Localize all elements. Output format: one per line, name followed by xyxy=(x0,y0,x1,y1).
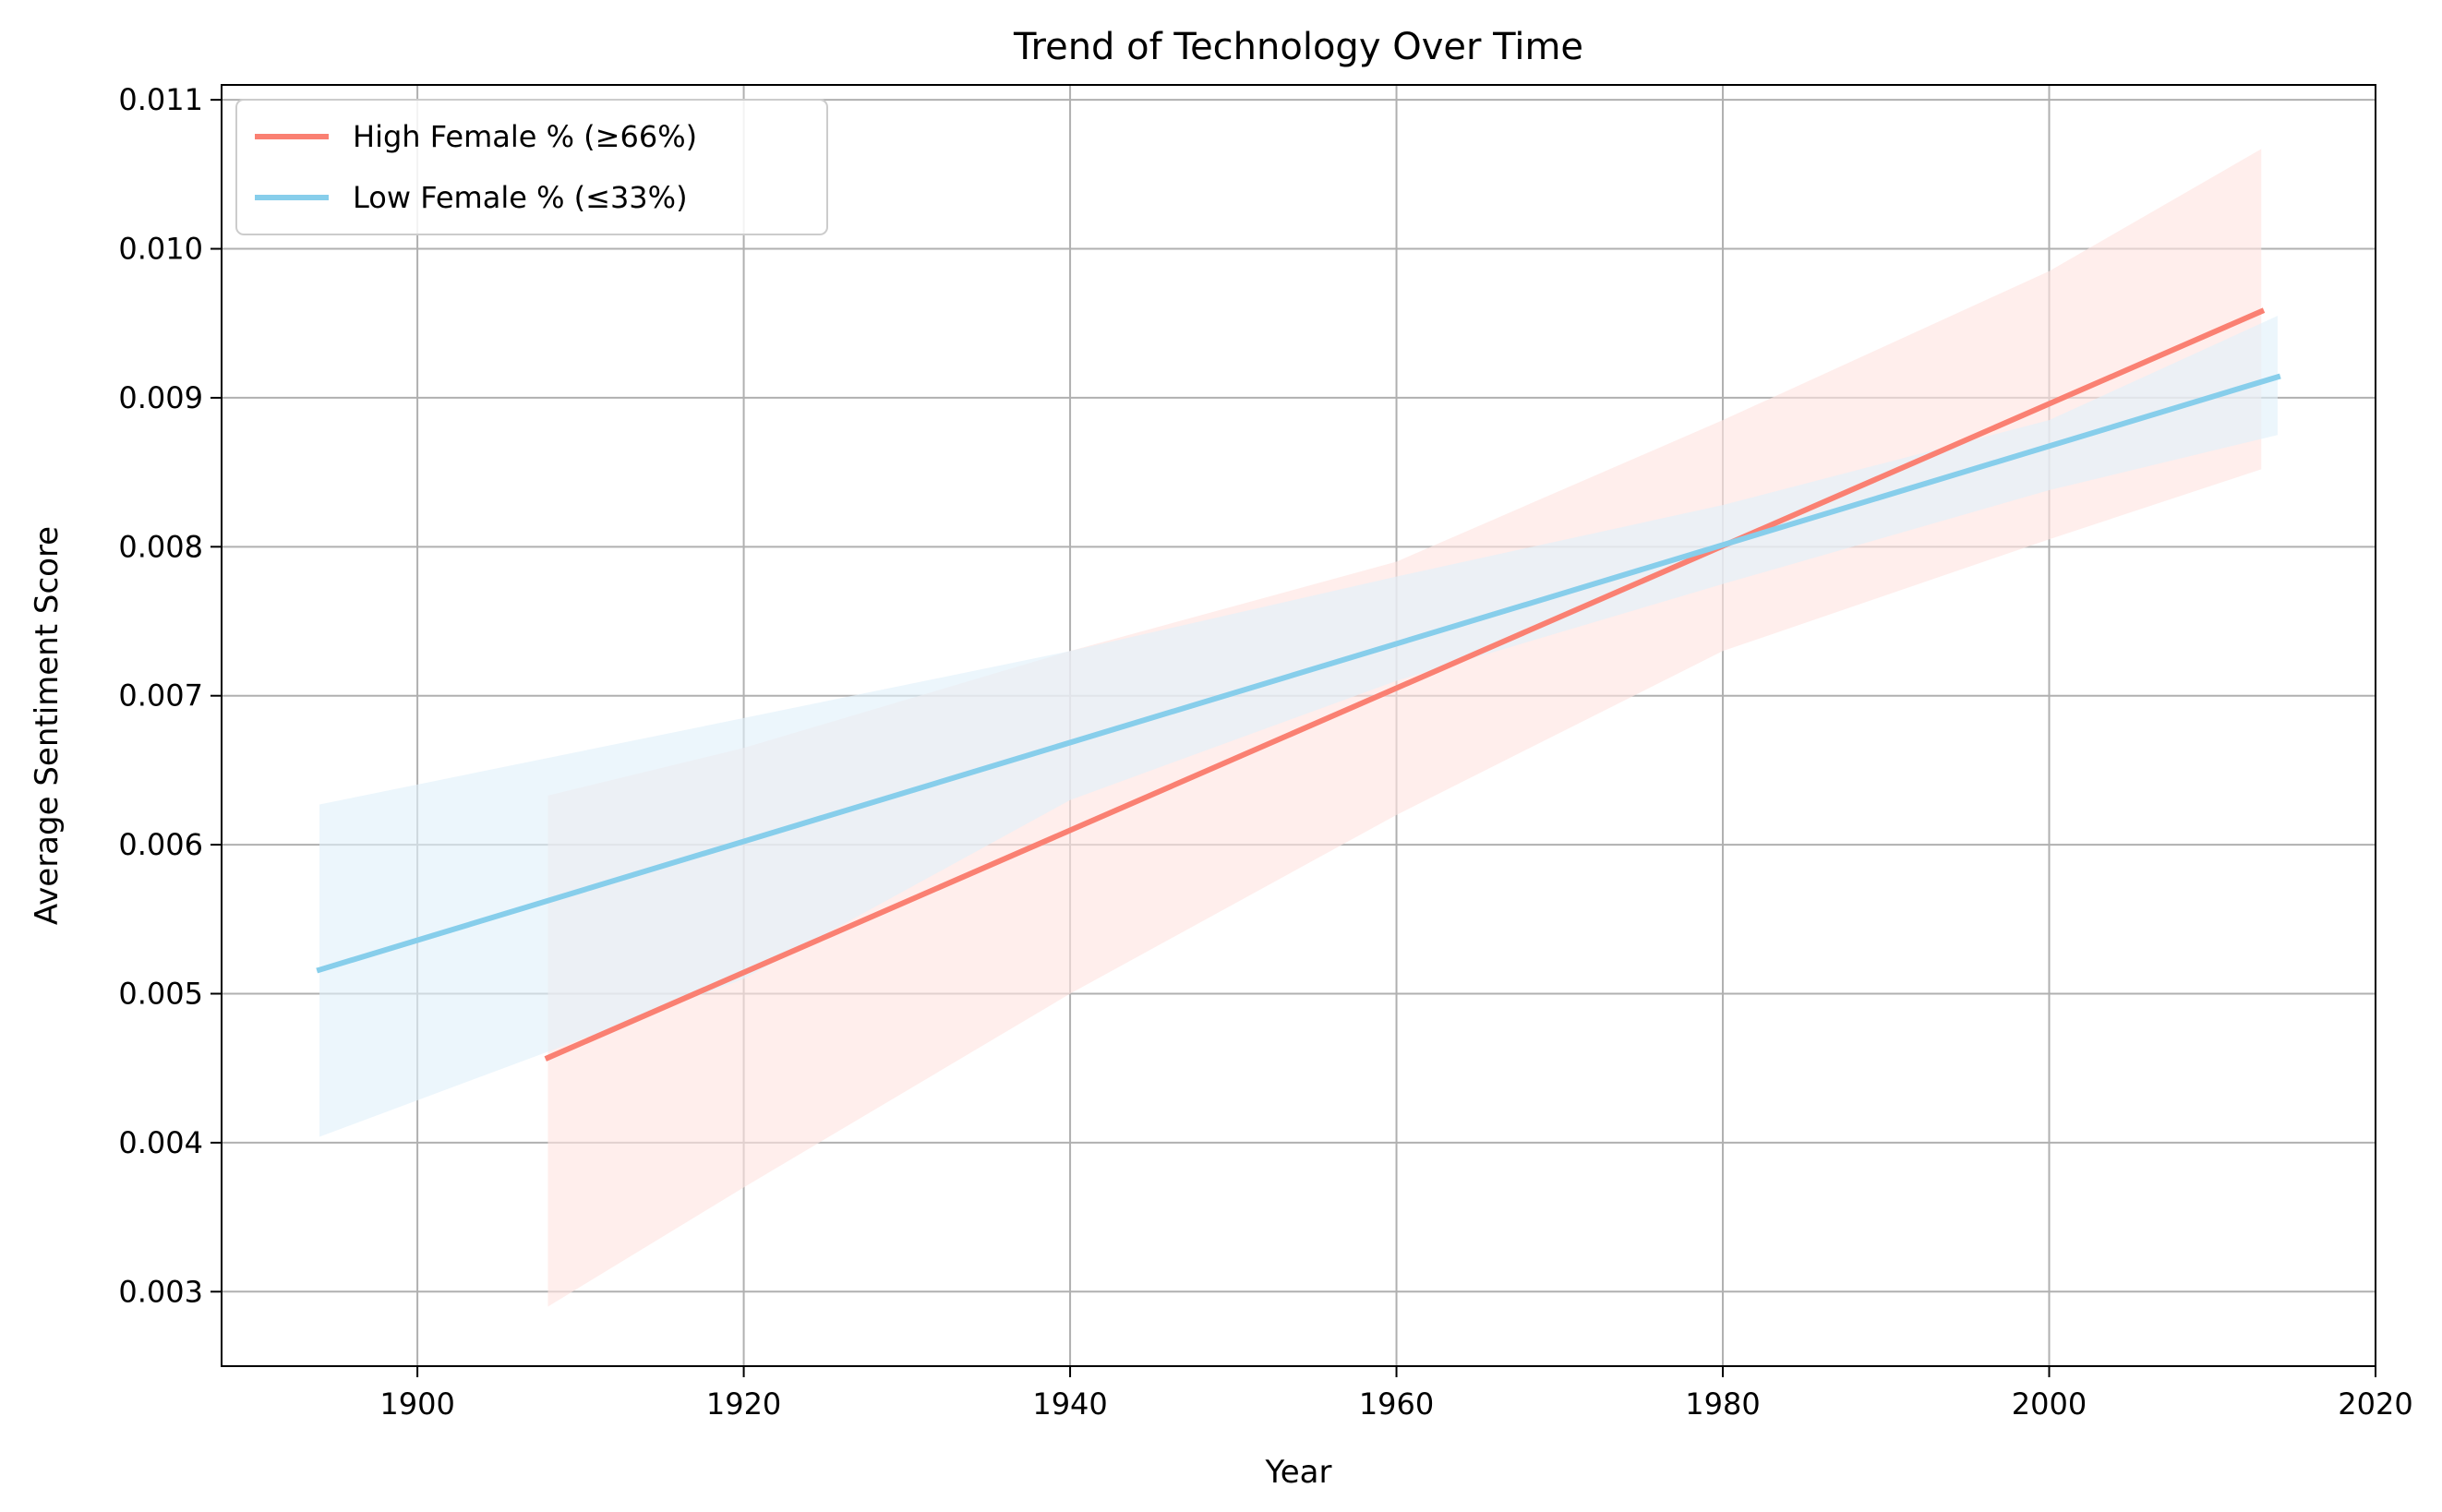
y-tick-label-5: 0.008 xyxy=(118,529,203,564)
y-tick-label-2: 0.005 xyxy=(118,977,203,1012)
y-tick-label-6: 0.009 xyxy=(118,380,203,415)
x-axis-ticks: 1900 1920 1940 1960 1980 2000 2020 xyxy=(379,1366,2413,1422)
y-tick-label-7: 0.010 xyxy=(118,232,203,267)
plot-frame xyxy=(221,84,2376,1367)
x-tick-label-6: 2020 xyxy=(2338,1386,2412,1422)
x-axis-label: Year xyxy=(1265,1454,1332,1491)
series-line-0 xyxy=(544,307,2266,1062)
legend-label-1: Low Female % (≤33%) xyxy=(353,180,688,215)
y-axis-label: Average Sentiment Score xyxy=(29,526,66,925)
x-tick-label-1: 1920 xyxy=(706,1386,781,1422)
x-tick-label-4: 1980 xyxy=(1685,1386,1760,1422)
x-tick-label-0: 1900 xyxy=(379,1386,454,1422)
legend: High Female % (≥66%) Low Female % (≤33%) xyxy=(235,99,828,235)
y-axis-ticks: 0.003 0.004 0.005 0.006 0.007 0.008 0.009 0.010… xyxy=(118,82,222,1309)
series-lines xyxy=(316,307,2281,1062)
confidence-band-0 xyxy=(547,149,2262,1307)
chart-title: Trend of Technology Over Time xyxy=(1013,26,1583,68)
confidence-band-1 xyxy=(319,316,2278,1137)
confidence-bands xyxy=(319,149,2278,1307)
series-line-1 xyxy=(316,373,2281,974)
y-tick-label-0: 0.003 xyxy=(118,1274,203,1309)
x-tick-label-5: 2000 xyxy=(2012,1386,2087,1422)
legend-label-0: High Female % (≥66%) xyxy=(353,119,697,154)
y-tick-label-1: 0.004 xyxy=(118,1125,203,1160)
x-tick-label-3: 1960 xyxy=(1359,1386,1434,1422)
y-tick-label-4: 0.007 xyxy=(118,678,203,714)
x-tick-label-2: 1940 xyxy=(1032,1386,1107,1422)
y-tick-label-3: 0.006 xyxy=(118,827,203,862)
legend-box xyxy=(235,99,828,235)
y-tick-label-8: 0.011 xyxy=(118,82,203,117)
